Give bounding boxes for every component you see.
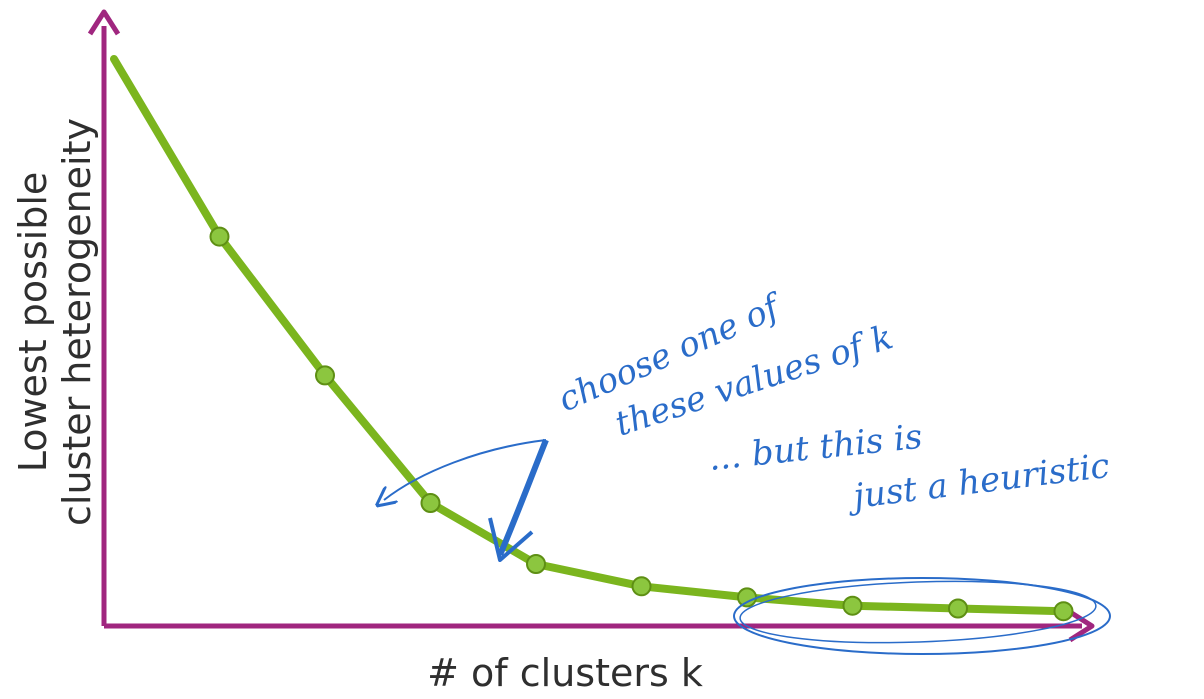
axes xyxy=(87,9,1095,643)
data-point-k-3 xyxy=(315,365,335,386)
annotation-arrow-thin xyxy=(384,439,547,500)
y-axis-arrow xyxy=(87,9,121,36)
data-point-k-7 xyxy=(737,587,757,608)
heterogeneity-series-line xyxy=(110,55,1068,616)
x-axis-arrow xyxy=(1068,609,1095,643)
annotation-arrow-thick xyxy=(497,438,549,557)
data-point-k-5 xyxy=(526,554,546,574)
data-point-k-10 xyxy=(1053,601,1074,622)
y-axis-label-line-2: cluster heterogeneity xyxy=(55,118,99,526)
annotation-arrow-thick-head xyxy=(488,517,534,562)
data-point-k-9 xyxy=(948,598,968,619)
data-point-k-4 xyxy=(420,493,441,513)
x-axis-label: # of clusters k xyxy=(427,651,703,695)
data-point-k-2 xyxy=(209,226,230,247)
annotation-circle-outer xyxy=(733,577,1111,655)
annotation-circle-inner xyxy=(739,580,1097,644)
data-point-k-8 xyxy=(842,595,863,616)
y-axis-label-line-1: Lowest possible xyxy=(11,172,55,473)
annotation-heuristic-line-1: ... but this is xyxy=(707,417,924,479)
data-point-k-6 xyxy=(631,576,652,597)
plot-area xyxy=(110,55,1074,622)
